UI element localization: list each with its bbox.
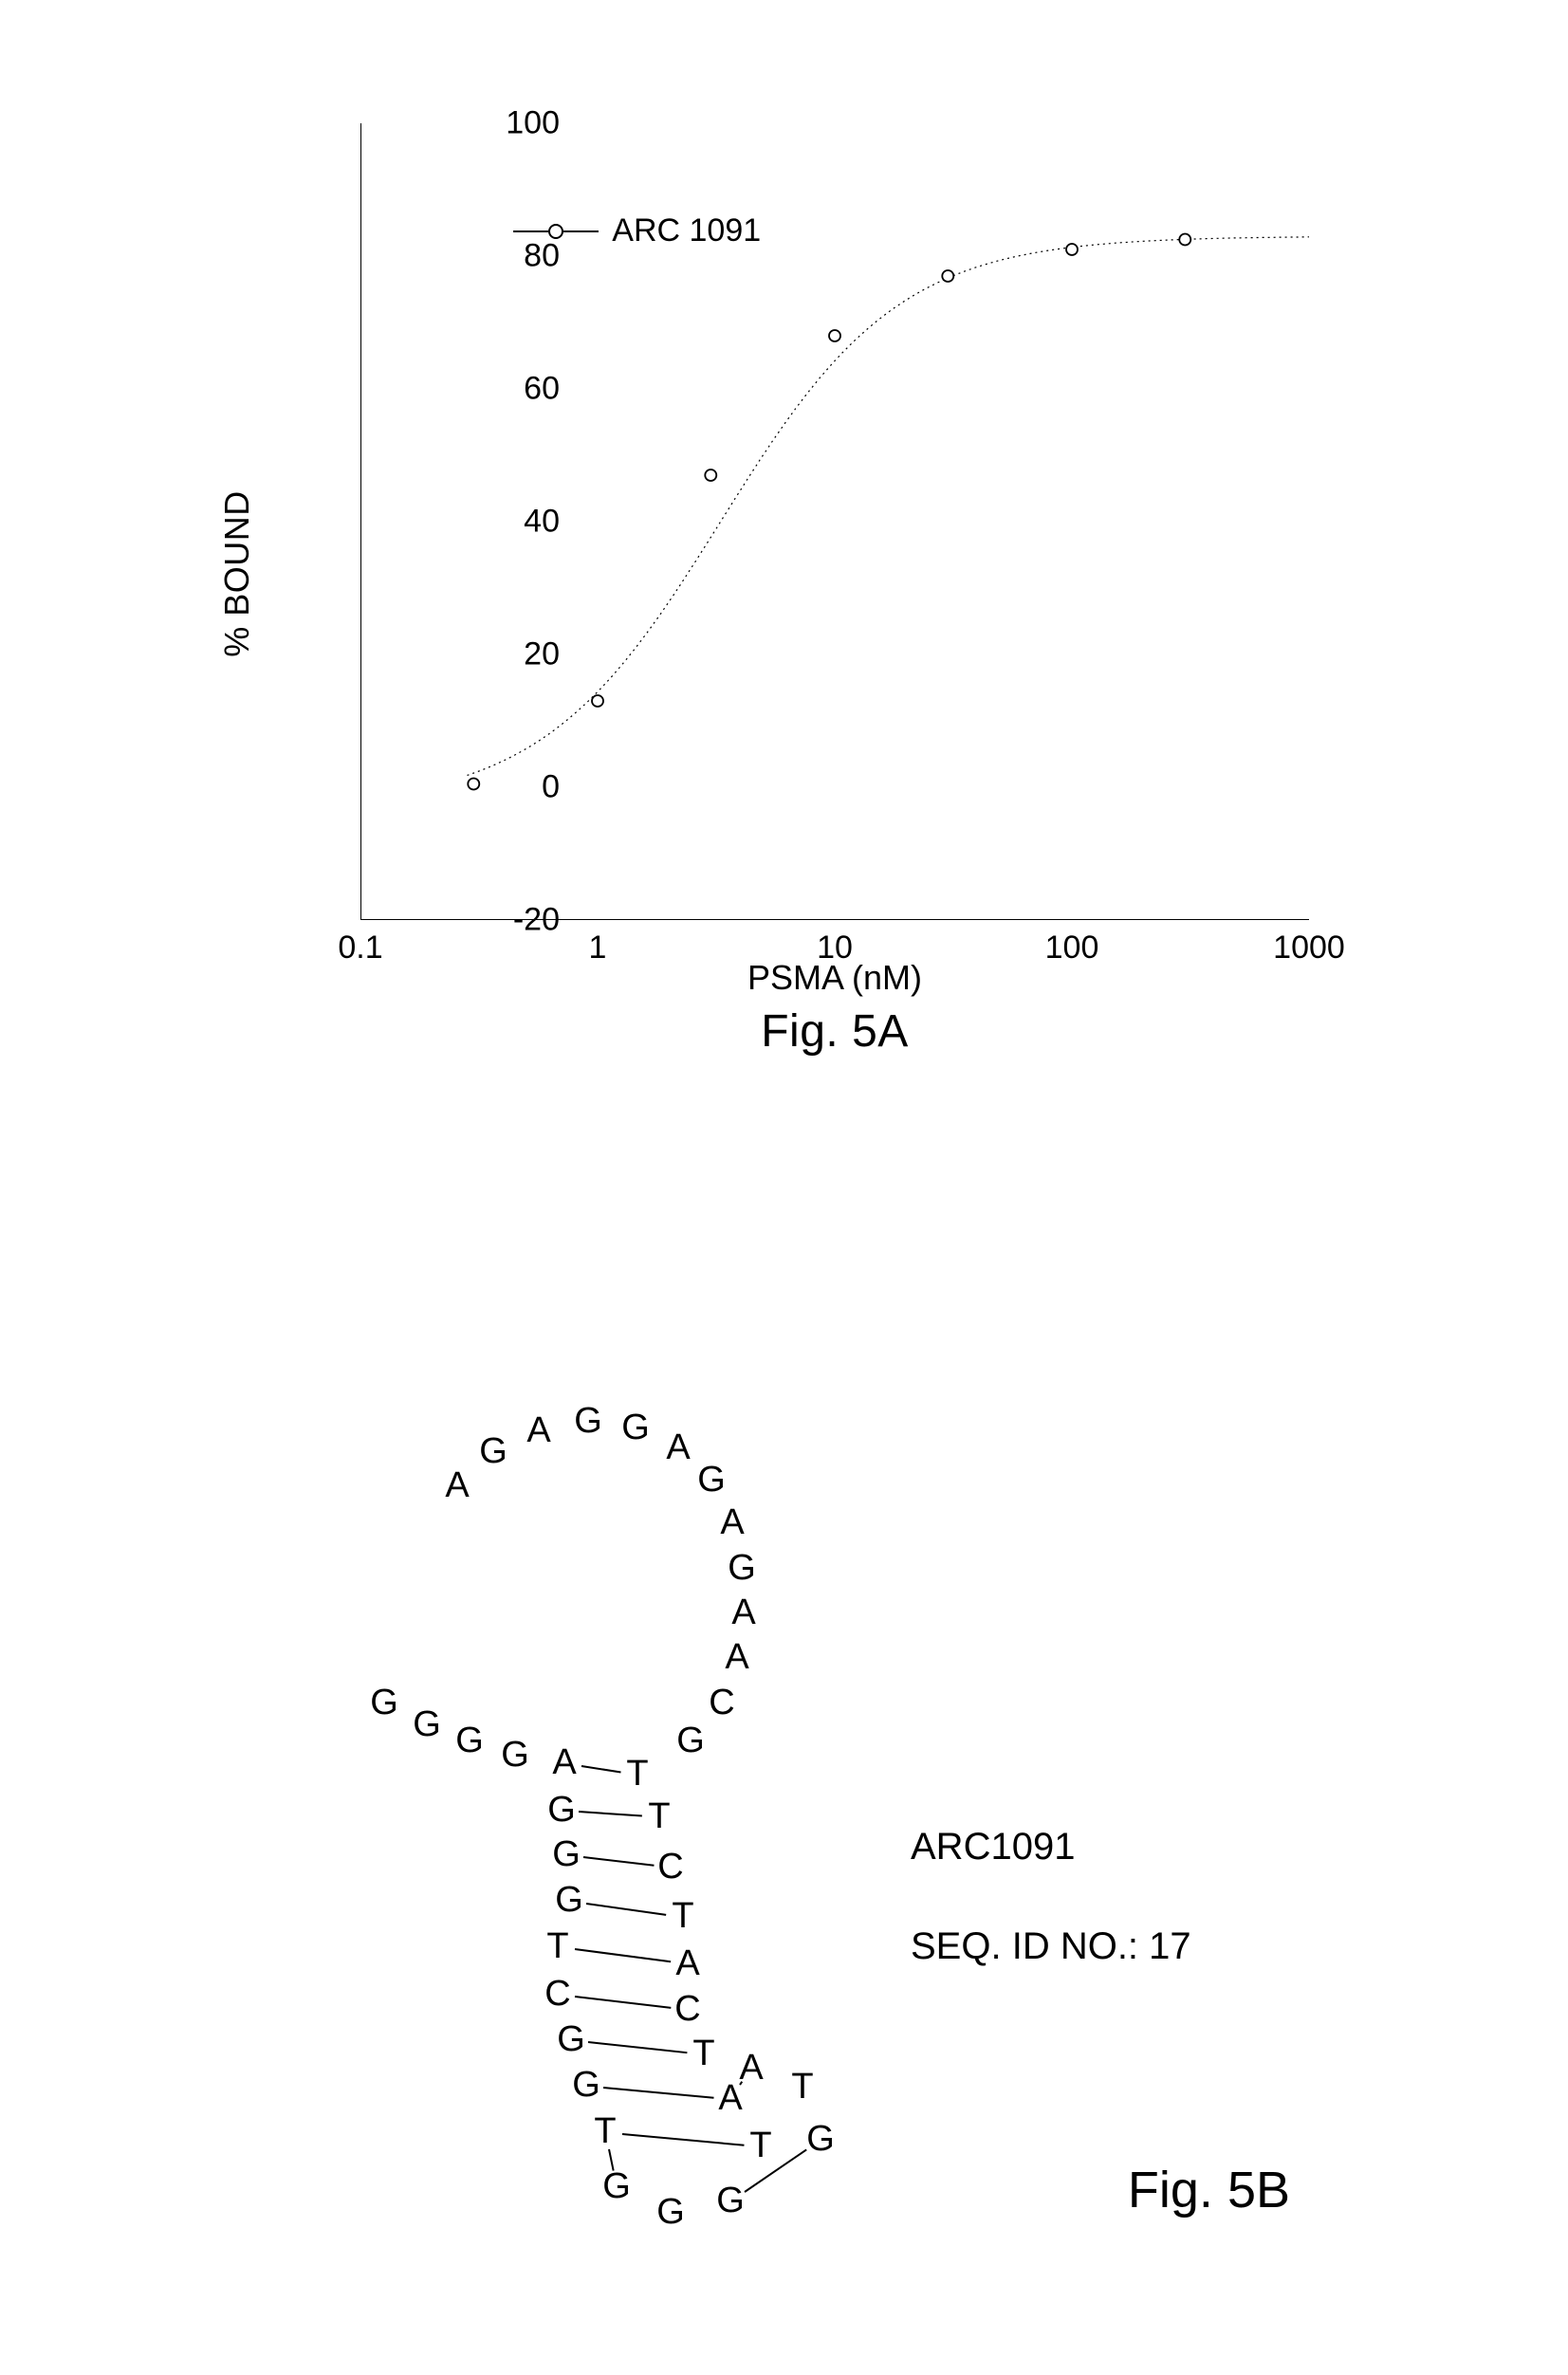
x-tick-label: 0.1 xyxy=(338,930,382,967)
figure-5b: ARC1091 SEQ. ID NO.: 17 Fig. 5B GGGGAGGG… xyxy=(285,1309,1328,2257)
x-tick-label: 1 xyxy=(589,930,607,967)
nucleotide: C xyxy=(544,1976,570,2012)
nucleotide: T xyxy=(749,2127,771,2163)
legend-text: ARC 1091 xyxy=(612,212,761,249)
nucleotide: G xyxy=(716,2182,745,2219)
nucleotide: C xyxy=(657,1849,683,1885)
nucleotide: G xyxy=(413,1706,441,1742)
nucleotide: G xyxy=(621,1409,650,1445)
nucleotide: A xyxy=(552,1744,576,1780)
nucleotide: C xyxy=(709,1685,734,1721)
nucleotide: A xyxy=(675,1945,699,1981)
base-pair-bond xyxy=(588,2041,687,2053)
nucleotide: G xyxy=(479,1433,507,1469)
nucleotide: T xyxy=(626,1756,648,1792)
y-axis-title: % BOUND xyxy=(217,490,257,657)
legend-line xyxy=(513,230,599,232)
nucleotide: A xyxy=(725,1639,748,1675)
base-pair-bond xyxy=(579,1811,642,1817)
nucleotide: G xyxy=(557,2021,585,2057)
base-pair-bond xyxy=(586,1903,667,1916)
nucleotide: G xyxy=(728,1550,756,1586)
nucleotide: C xyxy=(674,1991,700,2027)
y-tick-label: 40 xyxy=(427,504,560,541)
nucleotide: G xyxy=(697,1462,726,1498)
nucleotide: A xyxy=(666,1429,690,1465)
nucleotide: G xyxy=(676,1722,705,1758)
base-pair-bond xyxy=(583,1856,654,1867)
base-pair-bond xyxy=(622,2133,744,2146)
nucleotide: G xyxy=(572,2067,600,2103)
legend-marker-icon xyxy=(548,224,563,239)
nucleotide: T xyxy=(692,2035,714,2071)
figure-5a: % BOUND PSMA (nM) Fig. 5A -2002040608010… xyxy=(218,95,1375,1053)
nucleotide: T xyxy=(791,2069,813,2105)
nucleotide: A xyxy=(731,1594,755,1630)
x-tick-label: 10 xyxy=(817,930,853,967)
nucleotide: G xyxy=(547,1792,576,1828)
nucleotide: T xyxy=(672,1898,693,1934)
y-tick-label: -20 xyxy=(427,902,560,939)
nucleotide: G xyxy=(501,1737,529,1773)
y-tick-label: 60 xyxy=(427,371,560,408)
x-tick-label: 1000 xyxy=(1273,930,1345,967)
nucleotide: G xyxy=(455,1722,484,1758)
nucleotide: G xyxy=(574,1403,602,1439)
figure-5a-caption: Fig. 5A xyxy=(360,1005,1309,1058)
base-pair-bond xyxy=(581,1765,621,1773)
nucleotide: G xyxy=(806,2121,835,2157)
base-pair-bond xyxy=(603,2087,713,2099)
nucleotide: T xyxy=(594,2113,616,2149)
x-tick-label: 100 xyxy=(1045,930,1099,967)
nucleotide: G xyxy=(602,2168,631,2204)
secondary-structure: GGGGAGGGTCGGTGGGTATCATCTTGCAAGAGAGGAGAAT… xyxy=(285,1309,1328,2257)
legend: ARC 1091 xyxy=(513,212,761,249)
y-tick-label: 20 xyxy=(427,636,560,673)
nucleotide: G xyxy=(370,1685,398,1721)
nucleotide: G xyxy=(656,2194,685,2230)
nucleotide: T xyxy=(648,1798,670,1834)
nucleotide: G xyxy=(555,1882,583,1918)
nucleotide: A xyxy=(445,1467,469,1503)
page: % BOUND PSMA (nM) Fig. 5A -2002040608010… xyxy=(0,0,1568,2375)
nucleotide: G xyxy=(552,1836,581,1872)
y-tick-label: 100 xyxy=(427,105,560,142)
nucleotide: T xyxy=(546,1928,568,1964)
base-pair-bond xyxy=(575,1948,672,1962)
y-tick-label: 0 xyxy=(427,769,560,806)
nucleotide: A xyxy=(526,1412,550,1448)
base-pair-bond xyxy=(575,1996,671,2009)
nucleotide: A xyxy=(739,2050,763,2086)
nucleotide: A xyxy=(720,1504,744,1540)
